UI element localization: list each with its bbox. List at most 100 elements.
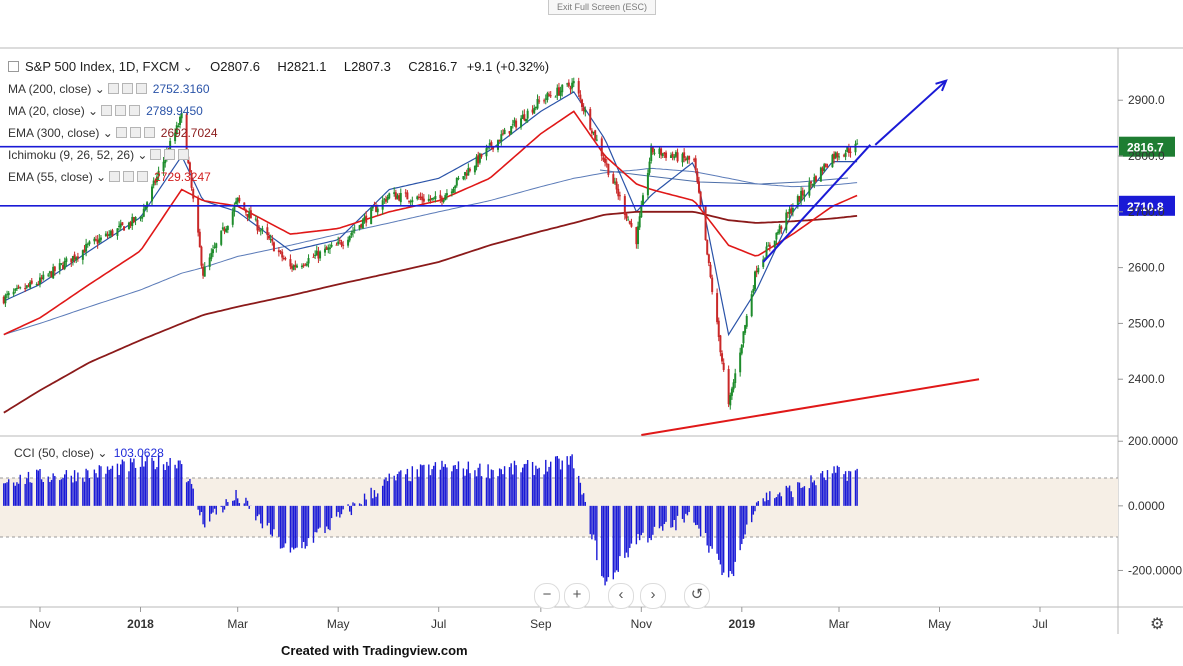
candle-body: [213, 246, 216, 248]
close-icon[interactable]: [178, 149, 190, 160]
candle-body: [557, 87, 560, 96]
candle-body: [96, 239, 99, 244]
candle-body: [823, 164, 826, 171]
gear-icon[interactable]: ⚙: [1150, 616, 1165, 633]
indicator-row[interactable]: MA (20, close) ⌄ 2789.9450: [8, 100, 549, 122]
candle-body: [688, 155, 691, 160]
candle-body: [416, 196, 419, 200]
zoom-out-button[interactable]: −: [534, 583, 560, 609]
gear-icon[interactable]: [115, 105, 127, 116]
close-icon[interactable]: [129, 105, 141, 116]
scroll-right-button[interactable]: ›: [640, 583, 666, 609]
indicator-name[interactable]: EMA (55, close): [8, 170, 93, 184]
candle-body: [398, 195, 401, 201]
indicator-name[interactable]: MA (20, close): [8, 104, 85, 118]
candle-body: [144, 206, 147, 210]
chevron-down-icon[interactable]: ⌄: [99, 126, 113, 140]
candle-body: [658, 148, 661, 154]
scroll-left-button[interactable]: ‹: [608, 583, 634, 609]
horizontal-levels[interactable]: 2816.7 2710.8: [0, 136, 1175, 216]
candle-body: [190, 174, 193, 188]
chevron-down-icon[interactable]: ⌄: [84, 104, 99, 118]
ichimoku-line: [599, 169, 849, 185]
blue-trendline[interactable]: [762, 144, 872, 263]
candle-body: [838, 156, 841, 158]
gear-icon[interactable]: [164, 149, 176, 160]
chevron-down-icon[interactable]: ⌄: [92, 170, 107, 184]
candle-body: [162, 161, 165, 171]
indicator-name[interactable]: Ichimoku (9, 26, 52, 26): [8, 148, 135, 162]
candle-body: [584, 109, 587, 113]
candle-body: [71, 256, 74, 262]
candle-body: [765, 246, 768, 259]
symbol-title[interactable]: S&P 500 Index, 1D, FXCM: [25, 59, 180, 74]
eye-icon[interactable]: [109, 171, 121, 182]
time-axis[interactable]: Nov 2018 Mar May Jul Sep Nov 2019 Mar May Jul: [29, 607, 1048, 631]
close-icon[interactable]: [135, 83, 147, 94]
time-axis-label: Jul: [431, 617, 446, 631]
chevron-down-icon[interactable]: ⌄: [134, 148, 148, 162]
exit-fullscreen-button[interactable]: Exit Full Screen (ESC): [548, 0, 656, 15]
candle-body: [559, 90, 562, 96]
indicator-row[interactable]: MA (200, close) ⌄ 2752.3160: [8, 78, 549, 100]
cci-axis-label: 200.0000: [1128, 434, 1178, 448]
chevron-down-icon[interactable]: ⌄: [91, 82, 105, 96]
indicator-row[interactable]: Ichimoku (9, 26, 52, 26) ⌄: [8, 144, 549, 166]
reset-chart-button[interactable]: ↺: [684, 583, 710, 609]
candle-body: [592, 131, 595, 134]
cci-name[interactable]: CCI (50, close): [14, 446, 95, 460]
target-arrow[interactable]: [874, 79, 947, 146]
candle-body: [650, 145, 653, 162]
price-axis[interactable]: 2900.0 2800.0 2700.0 2600.0 2500.0 2400.0: [1118, 93, 1165, 386]
candle-body: [6, 294, 9, 296]
indicator-row[interactable]: EMA (300, close) ⌄ 2692.7024: [8, 122, 549, 144]
price-axis-label: 2700.0: [1128, 205, 1165, 219]
candle-body: [729, 395, 732, 406]
candle-body: [188, 162, 191, 173]
zoom-in-button[interactable]: +: [564, 583, 590, 609]
candle-body: [226, 225, 229, 230]
red-trendline[interactable]: [641, 378, 980, 436]
candle-body: [648, 161, 651, 173]
chevron-down-icon[interactable]: ⌄: [94, 446, 108, 460]
candle-body: [742, 331, 745, 344]
close-icon[interactable]: [143, 127, 155, 138]
candle-body: [501, 133, 504, 135]
candle-body: [480, 154, 483, 157]
candle-body: [14, 288, 17, 291]
candle-body: [554, 96, 557, 98]
candle-body: [467, 168, 470, 176]
candle-body: [202, 266, 205, 276]
gear-icon[interactable]: [123, 171, 135, 182]
indicator-name[interactable]: EMA (300, close): [8, 126, 100, 140]
gear-icon[interactable]: [121, 83, 133, 94]
candle-body: [811, 183, 814, 186]
candle-body: [118, 225, 121, 227]
eye-icon[interactable]: [115, 127, 127, 138]
candle-body: [192, 189, 195, 199]
candle-body: [15, 287, 18, 289]
candle-body: [734, 373, 737, 384]
eye-icon[interactable]: [150, 149, 162, 160]
candle-body: [567, 82, 570, 87]
candle-body: [739, 352, 742, 373]
candle-body: [406, 192, 409, 200]
trend-annotations[interactable]: [641, 79, 980, 436]
gear-icon[interactable]: [129, 127, 141, 138]
indicator-row[interactable]: EMA (55, close) ⌄ 2729.3247: [8, 166, 549, 188]
indicator-name[interactable]: MA (200, close): [8, 82, 92, 96]
close-icon[interactable]: [137, 171, 149, 182]
candle-body: [534, 106, 537, 108]
candle-body: [27, 285, 30, 287]
candle-body: [498, 139, 501, 142]
eye-icon[interactable]: [107, 83, 119, 94]
candle-body: [786, 212, 789, 214]
candle-body: [810, 181, 813, 184]
candle-body: [399, 193, 402, 203]
collapse-icon[interactable]: [8, 61, 19, 72]
cci-axis[interactable]: 200.0000 0.0000 -200.0000: [1118, 434, 1182, 577]
price-axis-label: 2600.0: [1128, 261, 1165, 275]
chevron-down-icon[interactable]: ⌄: [179, 60, 193, 74]
eye-icon[interactable]: [101, 105, 113, 116]
